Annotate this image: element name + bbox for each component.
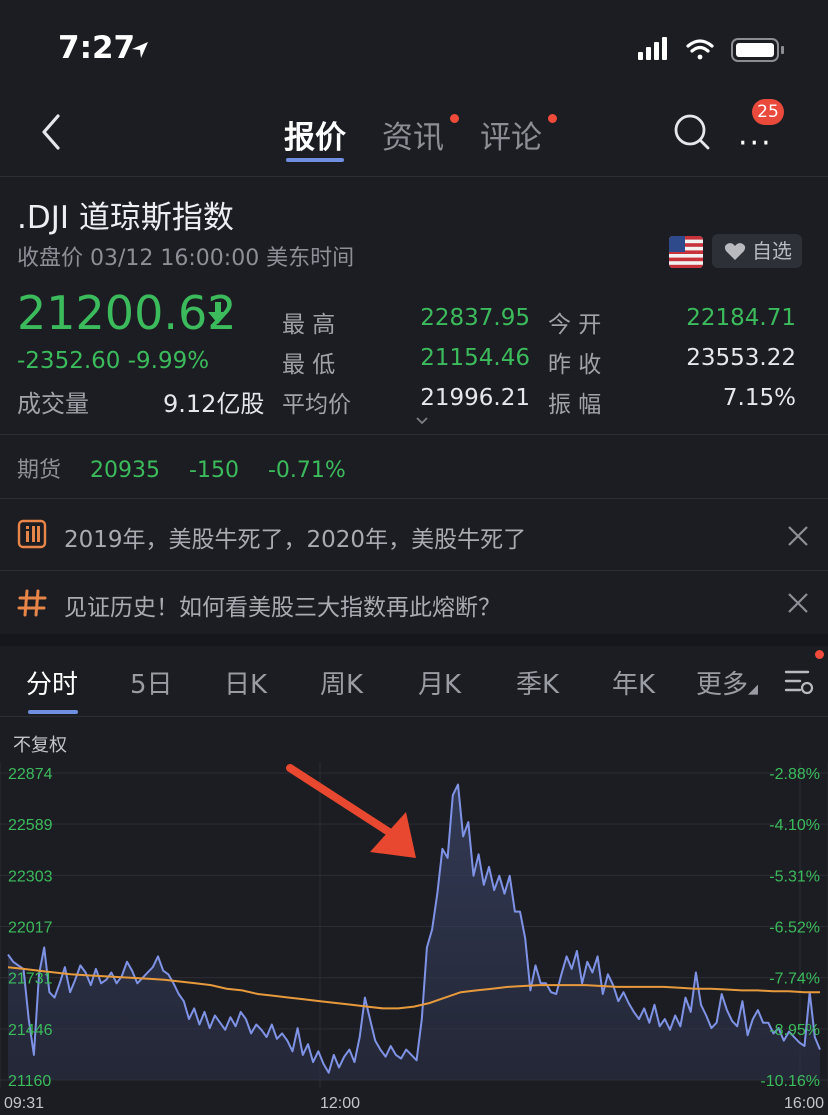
period-tab-daily[interactable]: 日K [224, 670, 268, 700]
heart-icon [724, 243, 746, 260]
price-change: -2352.60 -9.99% [17, 348, 210, 374]
low-label: 最 低 [282, 352, 336, 378]
y-tick-label: 22017 [8, 920, 53, 937]
stock-title: .DJI 道琼斯指数 [17, 200, 234, 236]
active-period-indicator [28, 710, 78, 714]
down-arrow-icon [208, 302, 228, 324]
close-time: 收盘价 03/12 16:00:00 美东时间 [17, 246, 355, 271]
status-time: 7:27 [58, 30, 136, 66]
open-value: 22184.71 [686, 305, 796, 331]
dropdown-triangle-icon: ◢ [748, 682, 759, 697]
avg-value: 21996.21 [420, 385, 530, 411]
chart-settings-icon[interactable] [782, 664, 816, 698]
amplitude-value: 7.15% [722, 385, 796, 411]
news-headline[interactable]: 2019年，美股牛死了，2020年，美股牛死了 [64, 527, 527, 553]
percent-tick-label: -8.95% [769, 1022, 820, 1039]
adjustment-label: 不复权 [13, 735, 67, 756]
status-icons [638, 37, 784, 62]
period-tab-more[interactable]: 更多◢ [696, 664, 758, 701]
period-tab-intraday[interactable]: 分时 [26, 670, 79, 700]
annotation-arrow [286, 764, 416, 858]
last-price: 21200.62 [17, 286, 237, 340]
comments-unread-dot [548, 114, 557, 123]
close-icon[interactable] [787, 525, 809, 547]
wifi-icon [686, 39, 714, 60]
location-arrow-icon [132, 42, 148, 58]
topic-headline[interactable]: 见证历史！如何看美股三大指数再此熔断？ [64, 595, 501, 621]
intraday-chart[interactable]: 22874 22589 22303 22017 21731 21446 21160 -2.8… [0, 755, 828, 1115]
period-tab-weekly[interactable]: 周K [320, 670, 364, 700]
watch-label: 自选 [752, 239, 792, 263]
close-icon[interactable] [787, 592, 809, 614]
search-icon[interactable] [672, 112, 712, 152]
more-label: 更多 [696, 670, 749, 700]
price-line [7, 783, 821, 1074]
y-tick-label: 21160 [8, 1073, 51, 1090]
y-tick-label: 22303 [8, 868, 53, 885]
us-flag-icon [669, 236, 703, 268]
x-axis-labels: 09:31 12:00 16:00 [4, 1095, 824, 1112]
volume-label: 成交量 [17, 390, 89, 418]
settings-unread-dot [815, 650, 824, 659]
hashtag-icon [17, 589, 47, 617]
high-value: 22837.95 [420, 305, 530, 331]
y-axis-labels: 22874 22589 22303 22017 21731 21446 21160 [8, 766, 53, 1090]
low-value: 21154.46 [420, 345, 530, 371]
y-tick-label: 21446 [8, 1022, 53, 1039]
period-tab-quarterly[interactable]: 季K [516, 670, 560, 700]
back-chevron-icon[interactable] [36, 110, 66, 154]
price-area [8, 784, 820, 1080]
section-separator [0, 634, 828, 646]
signal-icon [638, 37, 667, 60]
more-icon[interactable]: ··· [738, 126, 773, 161]
percent-axis-labels: -2.88% -4.10% -5.31% -6.52% -7.74% -8.95% -10.… [760, 766, 820, 1090]
tab-comments[interactable]: 评论 [480, 120, 542, 156]
percent-tick-label: -5.31% [769, 868, 820, 885]
high-label: 最 高 [282, 312, 336, 338]
percent-tick-label: -7.74% [769, 971, 820, 988]
percent-tick-label: -6.52% [769, 920, 820, 937]
x-tick-label: 12:00 [320, 1095, 360, 1112]
futures-percent: -0.71% [267, 458, 346, 483]
period-tab-monthly[interactable]: 月K [418, 670, 462, 700]
futures-row[interactable]: 期货 20935 -150 -0.71% [17, 452, 346, 484]
expand-chevron-icon[interactable] [414, 416, 430, 426]
percent-tick-label: -4.10% [769, 817, 820, 834]
info-icon [17, 519, 47, 549]
avg-label: 平均价 [282, 392, 351, 418]
notification-badge: 25 [752, 99, 784, 125]
futures-price: 20935 [90, 458, 161, 483]
futures-change: -150 [189, 458, 239, 483]
x-tick-label: 09:31 [4, 1095, 44, 1112]
add-watchlist-button[interactable]: 自选 [712, 234, 802, 268]
average-line [7, 966, 820, 1010]
y-tick-label: 22874 [8, 766, 53, 783]
y-tick-label: 22589 [8, 817, 53, 834]
news-unread-dot [450, 114, 459, 123]
amplitude-label: 振 幅 [548, 392, 602, 418]
y-tick-label: 21731 [8, 971, 53, 988]
prev-close-label: 昨 收 [548, 352, 602, 378]
period-tab-5day[interactable]: 5日 [130, 670, 173, 700]
volume-value: 9.12亿股 [163, 390, 265, 418]
tabs-divider [0, 716, 828, 717]
stats-divider [0, 434, 828, 435]
tab-quote[interactable]: 报价 [284, 120, 346, 156]
battery-icon [731, 38, 784, 62]
futures-label: 期货 [17, 458, 62, 483]
prev-close-value: 23553.22 [686, 345, 796, 371]
header-divider [0, 176, 828, 177]
x-tick-label: 16:00 [784, 1095, 824, 1112]
futures-divider [0, 498, 828, 499]
tab-news[interactable]: 资讯 [382, 120, 444, 156]
news-divider [0, 570, 828, 571]
open-label: 今 开 [548, 312, 602, 338]
active-tab-indicator [286, 158, 344, 162]
period-tab-yearly[interactable]: 年K [612, 670, 656, 700]
percent-tick-label: -10.16% [760, 1073, 820, 1090]
percent-tick-label: -2.88% [769, 766, 820, 783]
